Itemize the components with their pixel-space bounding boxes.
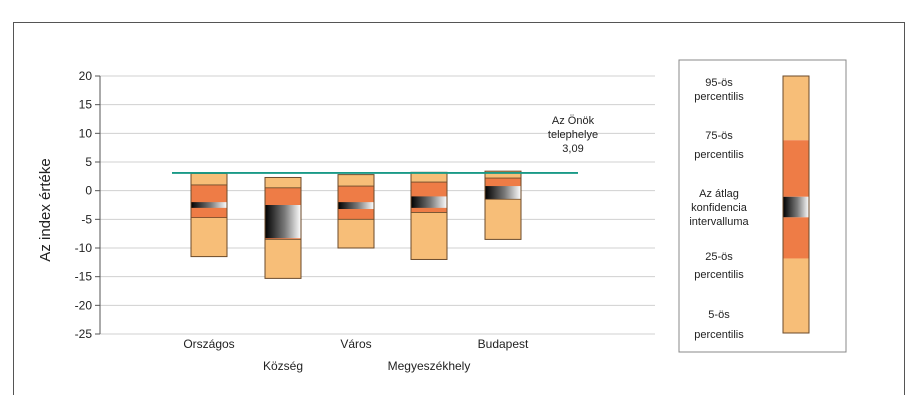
category-label: Budapest <box>478 337 529 351</box>
p75-p95-segment <box>411 172 447 183</box>
category-labels: Országos Község Város Megyeszékhely Budapest <box>183 337 529 373</box>
bar-group <box>190 172 228 258</box>
bars <box>190 170 522 279</box>
legend-label: intervalluma <box>689 216 749 228</box>
legend-label: 95-ös <box>705 77 733 89</box>
legend-label: percentilis <box>694 149 744 161</box>
p5-p25-segment <box>191 217 227 257</box>
y-tick-label: 15 <box>79 98 93 112</box>
confidence-interval-segment <box>191 202 227 208</box>
confidence-interval-segment <box>338 202 374 210</box>
legend-label: 75-ös <box>705 130 733 142</box>
legend-swatch-outline <box>782 75 810 334</box>
y-axis-label: Az index értéke <box>37 158 54 261</box>
p75-p95-segment <box>191 173 227 185</box>
legend-swatch-upper <box>783 140 809 197</box>
legend-label: Az átlag <box>699 188 739 200</box>
p5-p25-segment <box>265 239 301 279</box>
confidence-interval-segment <box>411 196 447 208</box>
legend-label: 5-ös <box>708 309 730 321</box>
legend-swatch-top <box>783 76 809 141</box>
p75-p95-segment <box>485 171 521 179</box>
legend-box <box>678 59 847 353</box>
category-label: Megyeszékhely <box>388 359 471 373</box>
y-tick-label: 0 <box>85 184 92 198</box>
p5-p25-segment <box>485 199 521 240</box>
p75-p95-segment <box>265 177 301 188</box>
y-tick-label: -15 <box>75 270 93 284</box>
bar-group <box>264 176 302 279</box>
p5-p25-segment <box>411 212 447 260</box>
bar-group <box>337 174 375 249</box>
y-axis: 20 15 10 5 0 -5 -10 -15 -20 -25 <box>75 69 101 341</box>
legend-swatch-lower <box>783 217 809 259</box>
y-tick-label: -10 <box>75 241 93 255</box>
p75-p95-segment <box>338 174 374 187</box>
legend-swatch-bottom <box>783 258 809 333</box>
confidence-interval-segment <box>265 205 301 239</box>
chart-frame <box>13 22 905 395</box>
reference-line-label: 3,09 <box>562 143 583 155</box>
bar-group <box>410 171 448 260</box>
p5-p25-segment <box>338 219 374 248</box>
reference-line-label: telephelye <box>548 129 598 141</box>
bar-outline <box>484 170 522 240</box>
bar-outline <box>337 174 375 249</box>
y-tick-label: -25 <box>75 327 93 341</box>
legend: 95-ös percentilis 75-ös percentilis Az átlag… <box>678 59 847 353</box>
y-tick-label: 5 <box>85 155 92 169</box>
bar-group <box>484 170 522 240</box>
legend-swatch-ci <box>783 196 809 218</box>
bar-outline <box>264 176 302 279</box>
reference-line: Az Önök telephelye 3,09 <box>172 115 598 174</box>
y-tick-label: -20 <box>75 298 93 312</box>
confidence-interval-segment <box>485 186 521 200</box>
category-label: Város <box>340 337 371 351</box>
legend-label: percentilis <box>694 91 744 103</box>
p25-p75-segment <box>191 184 227 218</box>
y-tick-label: 10 <box>79 126 93 140</box>
category-label: Országos <box>183 337 234 351</box>
category-label: Község <box>263 359 303 373</box>
reference-line-label: Az Önök <box>552 115 595 127</box>
legend-label: percentilis <box>694 329 744 341</box>
y-tick-label: 20 <box>79 69 93 83</box>
legend-label: konfidencia <box>691 202 748 214</box>
legend-label: percentilis <box>694 269 744 281</box>
legend-label: 25-ös <box>705 251 733 263</box>
y-tick-label: -5 <box>81 212 92 226</box>
